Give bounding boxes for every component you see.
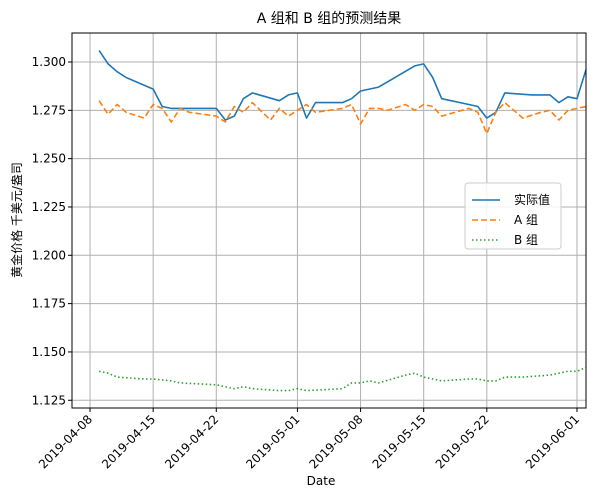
y-tick-label: 1.225 bbox=[32, 200, 66, 214]
series-line-1 bbox=[98, 49, 587, 121]
x-tick-label: 2019-05-22 bbox=[433, 412, 492, 471]
series-line-2 bbox=[98, 100, 587, 135]
x-tick-label: 2019-05-15 bbox=[370, 412, 429, 471]
legend-label-3: B 组 bbox=[514, 233, 538, 247]
y-tick-label: 1.250 bbox=[32, 152, 66, 166]
grid bbox=[72, 33, 586, 408]
series-line-3 bbox=[98, 366, 587, 392]
legend: 实际值 A 组 B 组 bbox=[464, 182, 562, 250]
chart-title: A 组和 B 组的预测结果 bbox=[257, 11, 402, 27]
y-axis-label: 黄金价格 千美元/盎司 bbox=[9, 162, 24, 278]
y-tick-label: 1.300 bbox=[32, 55, 66, 69]
x-tick-label: 2019-04-08 bbox=[36, 412, 95, 471]
y-tick-label: 1.275 bbox=[32, 103, 66, 117]
y-tick-label: 1.150 bbox=[32, 345, 66, 359]
y-tick-label: 1.200 bbox=[32, 248, 66, 262]
series-layer bbox=[98, 49, 587, 392]
x-tick-label: 2019-06-01 bbox=[523, 412, 582, 471]
legend-label-1: 实际值 bbox=[514, 192, 550, 207]
plot-frame bbox=[71, 32, 587, 409]
x-tick-label: 2019-05-08 bbox=[306, 412, 365, 471]
x-axis-label: Date bbox=[307, 474, 336, 488]
y-tick-label: 1.125 bbox=[32, 393, 66, 407]
legend-label-2: A 组 bbox=[514, 213, 538, 227]
x-tick-label: 2019-04-22 bbox=[162, 412, 221, 471]
y-tick-label: 1.175 bbox=[32, 297, 66, 311]
x-tick-label: 2019-05-01 bbox=[243, 412, 302, 471]
x-tick-label: 2019-04-15 bbox=[99, 412, 158, 471]
